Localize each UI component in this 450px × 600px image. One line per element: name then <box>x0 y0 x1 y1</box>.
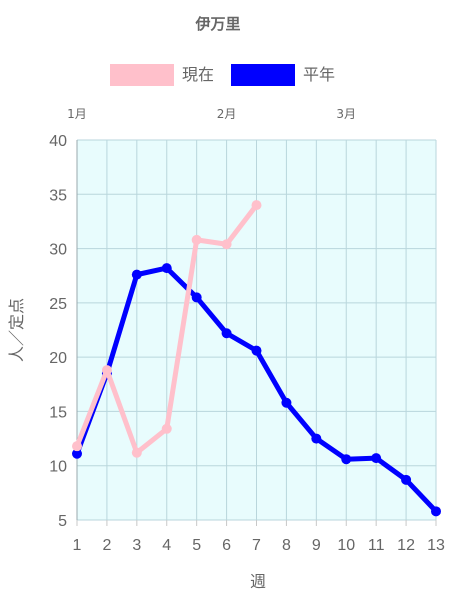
y-tick-label: 25 <box>49 296 67 313</box>
data-point-normal <box>371 453 382 464</box>
data-point-current <box>72 441 82 452</box>
x-tick-label: 2 <box>102 537 111 554</box>
legend[interactable]: 現在 平年 <box>110 64 335 86</box>
data-point-normal <box>431 506 441 517</box>
data-point-normal <box>72 448 82 459</box>
legend-swatch-normal[interactable] <box>231 64 295 86</box>
data-point-normal <box>401 474 412 485</box>
data-point-normal <box>281 397 292 408</box>
y-tick-label: 30 <box>49 242 67 259</box>
data-point-normal <box>341 454 352 465</box>
y-tick-label: 15 <box>49 404 67 421</box>
data-point-current <box>251 200 262 211</box>
data-point-current <box>131 447 142 458</box>
legend-label-current[interactable]: 現在 <box>182 65 214 84</box>
y-tick-label: 35 <box>49 187 67 204</box>
x-tick-label: 8 <box>282 537 291 554</box>
month-label: 2月 <box>217 107 237 121</box>
month-labels: 1月 2月 3月 <box>67 107 356 121</box>
x-tick-label: 12 <box>397 537 415 554</box>
legend-label-normal[interactable]: 平年 <box>303 65 335 84</box>
x-tick-label: 7 <box>252 537 261 554</box>
x-tick-label: 6 <box>222 537 231 554</box>
y-tick-label: 20 <box>49 350 67 367</box>
data-point-normal <box>131 269 142 280</box>
x-tick-label: 4 <box>162 537 171 554</box>
y-tick-label: 10 <box>49 459 67 476</box>
data-point-normal <box>161 263 172 274</box>
x-tick-label: 9 <box>312 537 321 554</box>
y-axis-label: 人／定点 <box>7 298 26 362</box>
data-point-normal <box>251 345 262 356</box>
x-tick-label: 13 <box>427 537 445 554</box>
x-tick-label: 5 <box>192 537 201 554</box>
data-point-current <box>161 423 172 434</box>
data-point-current <box>101 365 112 376</box>
data-point-current <box>191 234 202 245</box>
data-point-current <box>221 239 232 250</box>
chart-title: 伊万里 <box>194 15 240 33</box>
data-point-normal <box>191 292 202 303</box>
x-tick-label: 3 <box>132 537 141 554</box>
x-tick-label: 1 <box>73 537 82 554</box>
legend-swatch-current[interactable] <box>110 64 174 86</box>
month-label: 1月 <box>67 107 87 121</box>
series <box>72 200 441 517</box>
data-point-normal <box>221 328 232 339</box>
x-axis-label: 週 <box>250 572 266 591</box>
x-tick-label: 10 <box>337 537 355 554</box>
y-tick-label: 5 <box>58 513 67 530</box>
month-label: 3月 <box>336 107 356 121</box>
data-point-normal <box>311 433 322 444</box>
y-tick-label: 40 <box>49 133 67 150</box>
x-tick-label: 11 <box>368 537 385 554</box>
